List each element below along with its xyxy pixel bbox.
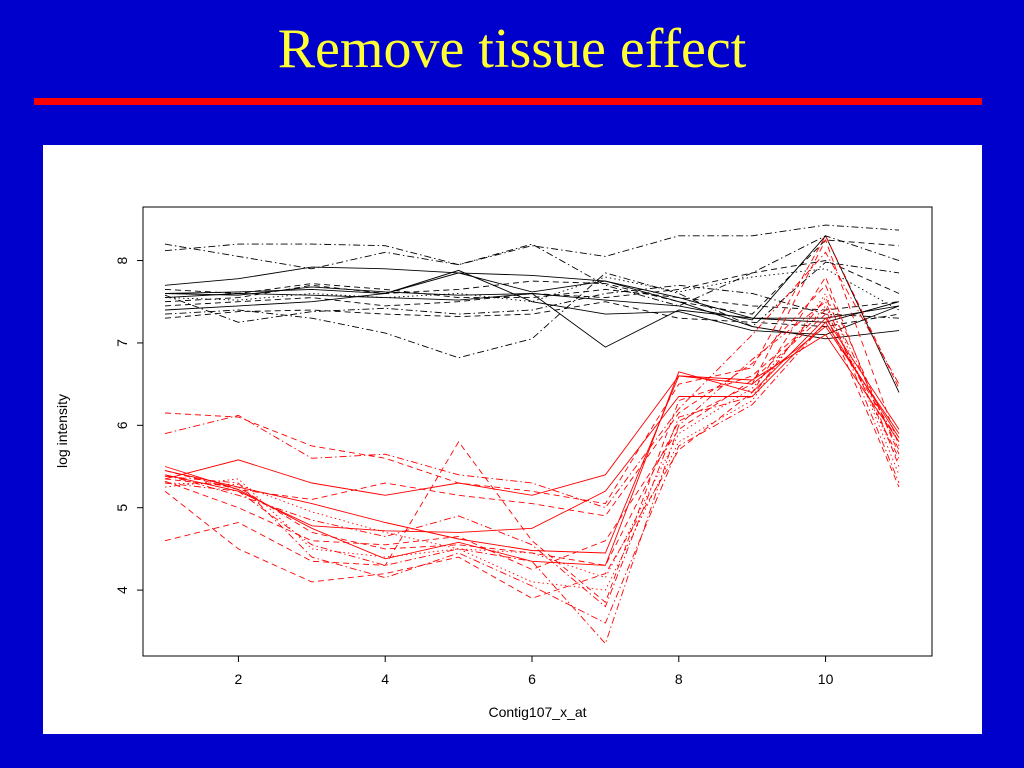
chart-panel: 2 4 6 8 10 4 5 6 7 8 Contig107_x_at log intensity	[43, 145, 982, 734]
x-tick-label: 4	[381, 671, 389, 687]
y-tick-label: 7	[114, 339, 130, 347]
y-axis-label: log intensity	[54, 394, 70, 468]
series-line-black-13	[164, 239, 900, 315]
series-line-black-2	[164, 266, 900, 340]
series-line-red-21	[164, 309, 900, 604]
y-tick-label: 5	[114, 504, 130, 512]
series-line-black-11	[164, 268, 900, 311]
series-line-red-25	[164, 313, 900, 570]
series-line-black-10	[164, 301, 900, 327]
series-line-black-14	[164, 234, 900, 393]
x-tick-label: 2	[235, 671, 243, 687]
y-tick-label: 4	[114, 586, 130, 594]
x-axis-label: Contig107_x_at	[488, 704, 586, 720]
line-chart: 2 4 6 8 10 4 5 6 7 8 Contig107_x_at log intensity	[54, 206, 933, 720]
series-line-red-24	[164, 292, 900, 591]
series-line-red-22	[164, 300, 900, 645]
series-line-red-17	[164, 334, 900, 554]
series-line-red-29	[164, 321, 900, 624]
y-tick-label: 6	[114, 421, 130, 429]
title-underline	[34, 98, 982, 105]
x-tick-label: 8	[675, 671, 683, 687]
series-line-red-26	[164, 296, 900, 608]
plot-frame	[142, 206, 933, 657]
series-line-black-9	[164, 260, 900, 307]
series-line-red-27	[164, 305, 900, 579]
series-line-red-16	[164, 321, 900, 533]
series-line-black-6	[164, 224, 900, 266]
series-line-red-20	[164, 251, 900, 509]
x-tick-label: 6	[528, 671, 536, 687]
series-line-red-18	[164, 317, 900, 566]
series-line-red-15	[164, 325, 900, 496]
series-line-red-30	[164, 238, 900, 566]
series-line-black-8	[164, 283, 900, 311]
series-layer	[164, 224, 900, 645]
series-line-black-4	[164, 269, 900, 336]
series-line-red-19	[164, 234, 900, 505]
series-line-black-5	[164, 235, 900, 307]
series-line-black-1	[164, 272, 900, 319]
series-line-black-12	[164, 284, 900, 323]
slide-title: Remove tissue effect	[277, 18, 747, 80]
y-tick-label: 8	[114, 256, 130, 264]
x-tick-label: 10	[818, 671, 834, 687]
series-line-black-7	[164, 261, 900, 359]
series-line-red-28	[164, 284, 900, 517]
axis-layer: 2 4 6 8 10 4 5 6 7 8	[114, 256, 834, 687]
